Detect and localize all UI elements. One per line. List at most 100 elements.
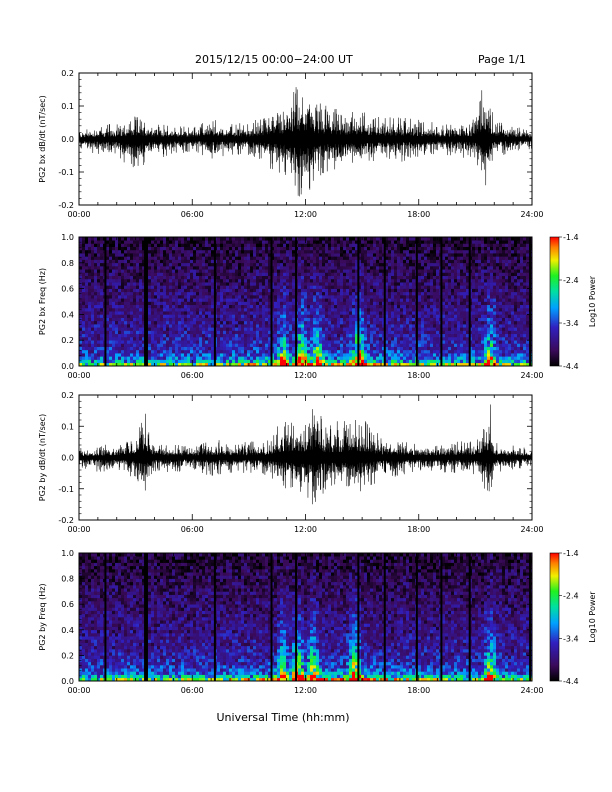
spectrogram-cell — [193, 356, 197, 360]
spectrogram-cell — [196, 269, 200, 273]
spectrogram-cell — [388, 253, 392, 257]
spectrogram-cell — [265, 291, 269, 296]
spectrogram-cell — [400, 317, 404, 322]
spectrogram-cell — [334, 314, 338, 318]
spectrogram-cell — [100, 359, 104, 364]
spectrogram-cell — [406, 330, 410, 335]
spectrogram-cell — [406, 243, 410, 247]
spectrogram-cell — [223, 324, 227, 328]
spectrogram-cell — [154, 346, 158, 351]
spectrogram-cell — [262, 340, 266, 344]
spectrogram-cell — [424, 272, 428, 276]
spectrogram-cell — [190, 237, 194, 241]
spectrogram-cell — [394, 288, 398, 293]
spectrogram-cell — [280, 333, 284, 338]
spectrogram-cell — [136, 311, 140, 315]
spectrogram-cell — [280, 317, 284, 322]
spectrogram-cell — [157, 288, 161, 293]
spectrogram-cell — [118, 278, 122, 283]
spectrogram-cell — [337, 253, 341, 257]
spectrogram-cell — [289, 327, 293, 331]
spectrogram-cell — [418, 295, 422, 299]
spectrogram-cell — [406, 253, 410, 257]
spectrogram-cell — [373, 285, 377, 289]
spectrogram-cell — [268, 278, 272, 283]
spectrogram-cell — [400, 330, 404, 335]
spectrogram-cell — [379, 301, 383, 306]
spectrogram-cell — [376, 237, 380, 241]
spectrogram-cell — [382, 249, 386, 254]
spectrogram-cell — [193, 295, 197, 299]
spectrogram-cell — [418, 301, 422, 306]
spectrogram-cell — [82, 356, 86, 360]
spectrogram-cell — [190, 285, 194, 289]
spectrogram-cell — [253, 262, 257, 267]
spectrogram-cell — [91, 259, 95, 264]
spectrogram-cell — [208, 253, 212, 257]
spectrogram-cell — [436, 340, 440, 344]
spectrogram-cell — [217, 278, 221, 283]
spectrogram-cell — [181, 240, 185, 244]
spectrogram-cell — [436, 346, 440, 351]
spectrogram-cell — [235, 278, 239, 283]
spectrogram-cell — [121, 359, 125, 364]
spectrogram-cell — [394, 353, 398, 357]
spectrogram-cell — [331, 262, 335, 267]
spectrogram-cell — [181, 262, 185, 267]
spectrogram-cell — [202, 266, 206, 270]
spectrogram-cell — [142, 266, 146, 270]
spectrogram-cell — [361, 314, 365, 318]
spectrogram-cell — [112, 340, 116, 344]
spectrogram-cell — [118, 282, 122, 286]
spectrogram-cell — [211, 243, 215, 247]
spectrogram-cell — [226, 275, 230, 280]
spectrogram-cell — [307, 333, 311, 338]
spectrogram-cell — [154, 343, 158, 347]
spectrogram-cell — [256, 243, 260, 247]
spectrogram-cell — [352, 340, 356, 344]
spectrogram-cell — [259, 262, 263, 267]
spectrogram-cell — [418, 317, 422, 322]
spectrogram-cell — [349, 282, 353, 286]
spectrogram-cell — [94, 240, 98, 244]
spectrogram-cell — [187, 317, 191, 322]
spectrogram-cell — [133, 311, 137, 315]
spectrogram-cell — [82, 343, 86, 347]
spectrogram-cell — [196, 253, 200, 257]
spectrogram-cell — [118, 301, 122, 306]
spectrogram-cell — [331, 304, 335, 309]
spectrogram-cell — [106, 343, 110, 347]
spectrogram-cell — [199, 272, 203, 276]
spectrogram-cell — [196, 246, 200, 251]
spectrogram-cell — [271, 346, 275, 351]
spectrogram-cell — [352, 288, 356, 293]
spectrogram-cell — [310, 330, 314, 335]
spectrogram-cell — [184, 324, 188, 328]
spectrogram-cell — [241, 282, 245, 286]
spectrogram-cell — [133, 272, 137, 276]
spectrogram-cell — [313, 298, 317, 302]
spectrogram-cell — [319, 333, 323, 338]
spectrogram-cell — [97, 256, 101, 260]
spectrogram-cell — [289, 243, 293, 247]
spectrogram-cell — [217, 249, 221, 254]
spectrogram-cell — [367, 295, 371, 299]
spectrogram-cell — [82, 346, 86, 351]
spectrogram-cell — [280, 249, 284, 254]
spectrogram-cell — [172, 266, 176, 270]
spectrogram-cell — [235, 272, 239, 276]
spectrogram-cell — [385, 324, 389, 328]
spectrogram-cell — [346, 304, 350, 309]
spectrogram-cell — [310, 291, 314, 296]
spectrogram-cell — [241, 307, 245, 312]
spectrogram-cell — [97, 295, 101, 299]
spectrogram-cell — [160, 256, 164, 260]
spectrogram-cell — [373, 314, 377, 318]
spectrogram-cell — [229, 317, 233, 322]
spectrogram-cell — [217, 349, 221, 354]
spectrogram-cell — [385, 240, 389, 244]
spectrogram-cell — [133, 259, 137, 264]
spectrogram-cell — [316, 304, 320, 309]
spectrogram-cell — [277, 291, 281, 296]
spectrogram-cell — [142, 298, 146, 302]
